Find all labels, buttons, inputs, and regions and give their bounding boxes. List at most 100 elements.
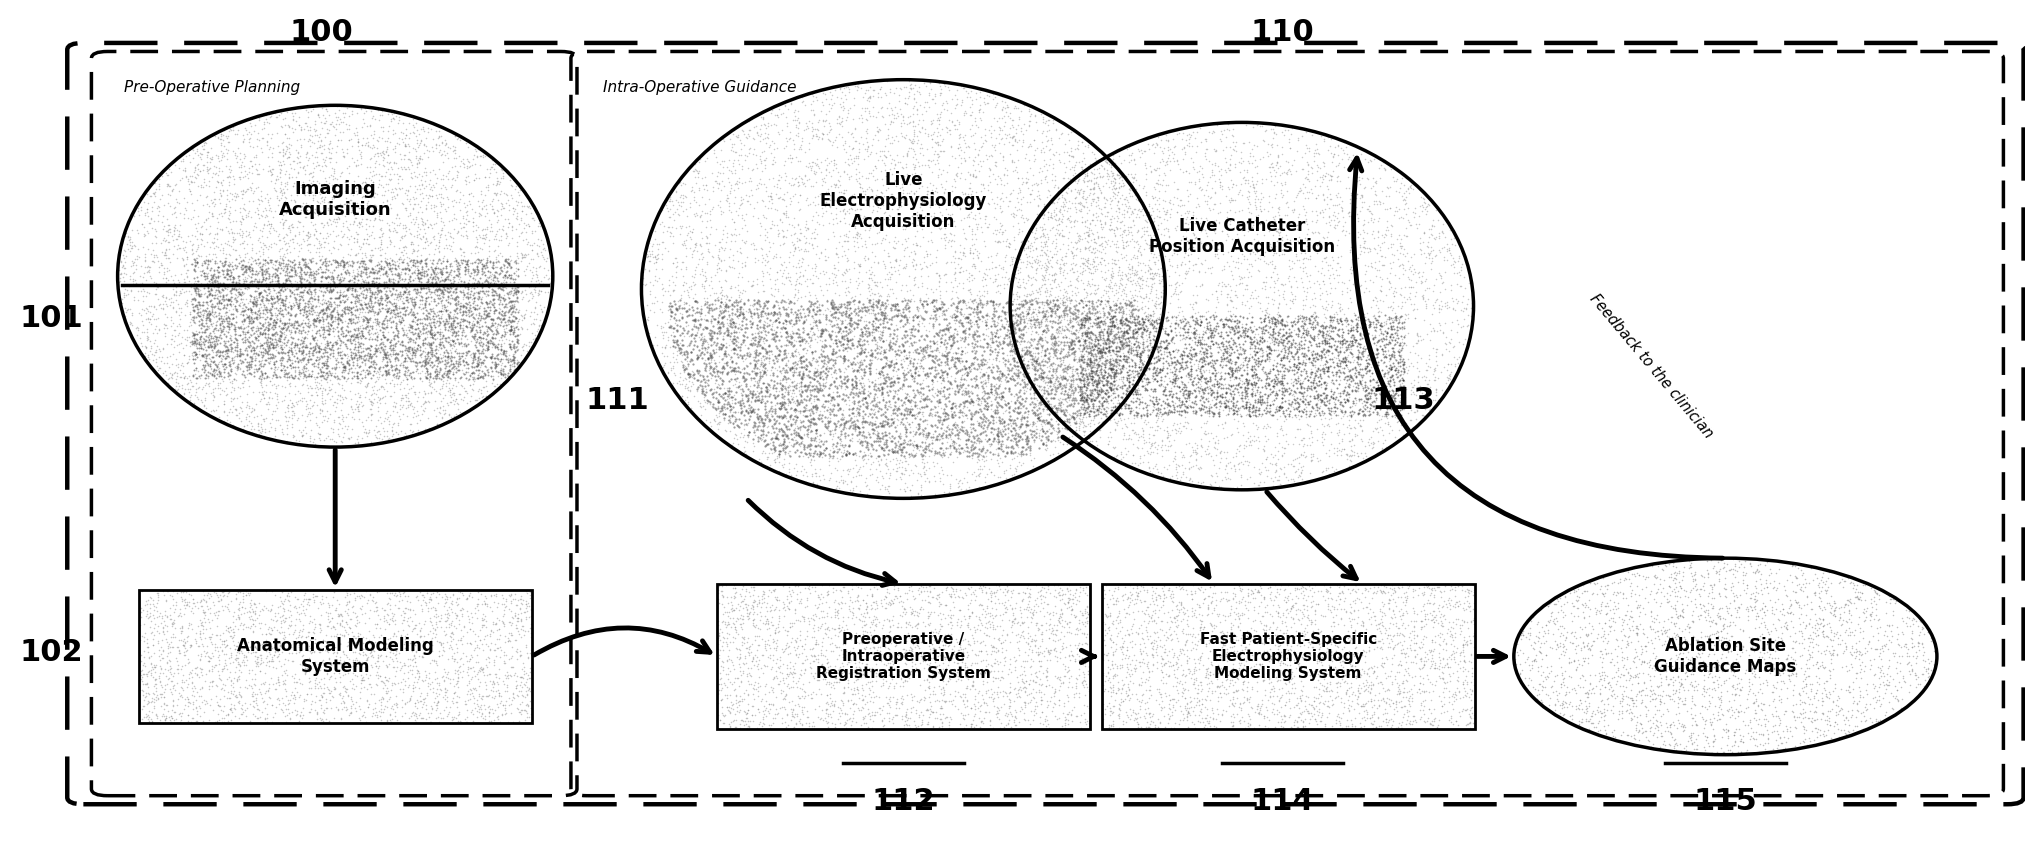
Point	[1322, 301, 1355, 315]
Point	[1300, 315, 1332, 329]
Point	[1045, 341, 1077, 355]
Point	[1045, 401, 1077, 415]
Point	[1069, 652, 1102, 666]
Point	[381, 352, 413, 365]
Point	[1094, 160, 1126, 174]
Point	[296, 298, 328, 312]
Point	[684, 208, 717, 222]
Point	[857, 595, 889, 609]
Point	[364, 335, 397, 349]
Point	[709, 356, 741, 370]
Point	[1752, 735, 1784, 749]
Point	[1397, 421, 1430, 434]
Point	[751, 384, 784, 397]
Point	[433, 617, 466, 630]
Point	[1341, 357, 1373, 371]
Point	[1122, 622, 1154, 636]
Point	[423, 361, 456, 375]
Point	[1215, 402, 1247, 415]
Point	[1010, 254, 1043, 267]
Point	[1025, 243, 1057, 257]
Point	[510, 599, 543, 613]
Point	[302, 194, 334, 208]
Point	[1322, 676, 1355, 690]
Point	[1318, 666, 1351, 680]
Point	[944, 603, 976, 617]
Point	[794, 407, 826, 421]
Point	[1015, 590, 1047, 604]
Point	[1049, 191, 1081, 205]
Point	[140, 677, 172, 691]
Point	[437, 619, 470, 633]
Point	[1110, 324, 1142, 338]
Point	[1187, 622, 1219, 636]
Point	[800, 427, 832, 440]
Point	[929, 611, 962, 624]
Point	[1381, 370, 1413, 384]
Point	[1069, 654, 1102, 667]
Point	[1292, 706, 1324, 720]
Point	[1310, 680, 1343, 694]
Point	[1278, 718, 1310, 732]
Point	[1128, 448, 1160, 462]
Point	[476, 258, 508, 272]
Point	[1420, 248, 1452, 261]
Point	[223, 256, 255, 270]
Point	[158, 206, 190, 219]
Point	[1075, 404, 1108, 418]
Point	[1541, 694, 1573, 708]
Point	[304, 341, 336, 355]
Point	[1385, 175, 1418, 189]
Point	[1170, 603, 1203, 617]
Point	[1087, 712, 1120, 726]
Point	[454, 661, 486, 675]
Point	[1203, 180, 1235, 194]
Point	[371, 291, 403, 304]
Point	[1116, 309, 1148, 322]
Point	[1177, 352, 1209, 365]
Point	[925, 331, 958, 345]
Point	[340, 617, 373, 630]
Point	[804, 354, 836, 368]
Point	[1207, 634, 1239, 648]
Point	[1199, 143, 1231, 157]
Point	[419, 238, 452, 252]
Point	[1310, 294, 1343, 308]
Point	[1814, 731, 1847, 745]
Point	[1575, 648, 1608, 662]
Point	[861, 341, 893, 355]
Point	[439, 128, 472, 142]
Point	[458, 142, 490, 156]
Point	[820, 334, 853, 347]
Point	[399, 260, 431, 273]
Point	[1150, 328, 1183, 341]
Point	[1559, 593, 1592, 606]
Point	[1183, 600, 1215, 614]
Point	[1365, 293, 1397, 307]
Point	[431, 292, 464, 306]
Point	[1114, 295, 1146, 309]
Point	[1033, 353, 1065, 366]
Point	[998, 467, 1031, 481]
Point	[816, 347, 848, 361]
Point	[172, 353, 205, 366]
Point	[261, 261, 294, 275]
Point	[1146, 584, 1179, 598]
Point	[294, 671, 326, 685]
Point	[324, 670, 356, 684]
Point	[300, 319, 332, 333]
Point	[755, 157, 788, 171]
Point	[1418, 580, 1450, 594]
Point	[391, 286, 423, 299]
Point	[1089, 273, 1122, 286]
Point	[1172, 720, 1205, 734]
Point	[1126, 407, 1158, 421]
Point	[158, 617, 190, 630]
Point	[1282, 315, 1314, 329]
Point	[1440, 277, 1472, 291]
Point	[867, 382, 899, 396]
Point	[504, 602, 537, 616]
Point	[1322, 148, 1355, 162]
Point	[318, 349, 350, 363]
Point	[194, 341, 227, 354]
